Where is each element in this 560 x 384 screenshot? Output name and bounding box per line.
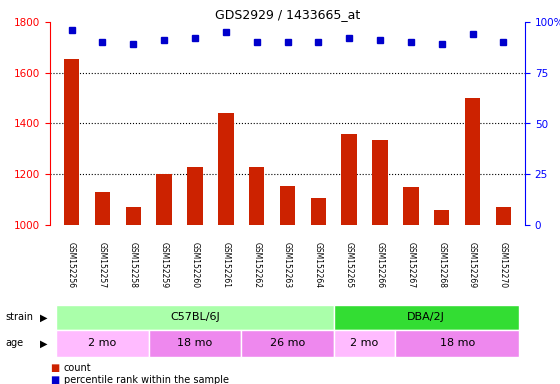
Text: GSM152265: GSM152265	[345, 242, 354, 288]
Bar	[249, 167, 264, 225]
Bar	[465, 98, 480, 225]
Text: GSM152266: GSM152266	[376, 242, 385, 288]
Bar	[403, 187, 418, 225]
Bar	[395, 330, 519, 357]
Text: C57BL/6J: C57BL/6J	[170, 313, 220, 323]
Bar	[187, 167, 203, 225]
Text: GSM152258: GSM152258	[129, 242, 138, 288]
Text: GSM152268: GSM152268	[437, 242, 446, 288]
Text: GSM152257: GSM152257	[98, 242, 107, 288]
Bar	[64, 59, 80, 225]
Text: GSM152270: GSM152270	[499, 242, 508, 288]
Bar	[342, 134, 357, 225]
Text: GSM152262: GSM152262	[252, 242, 261, 288]
Text: DBA/2J: DBA/2J	[407, 313, 445, 323]
Bar	[311, 199, 326, 225]
Text: GSM152261: GSM152261	[221, 242, 230, 288]
Text: GSM152256: GSM152256	[67, 242, 76, 288]
Text: GSM152267: GSM152267	[407, 242, 416, 288]
Text: 18 mo: 18 mo	[440, 339, 475, 349]
Text: GSM152264: GSM152264	[314, 242, 323, 288]
Text: GSM152269: GSM152269	[468, 242, 477, 288]
Bar	[56, 330, 149, 357]
Bar	[156, 174, 172, 225]
Text: ▶: ▶	[40, 313, 48, 323]
Text: GSM152263: GSM152263	[283, 242, 292, 288]
Text: ▶: ▶	[40, 339, 48, 349]
Bar	[241, 330, 334, 357]
Bar	[56, 305, 334, 330]
Text: GSM152259: GSM152259	[160, 242, 169, 288]
Bar	[218, 113, 234, 225]
Text: 2 mo: 2 mo	[351, 339, 379, 349]
Bar	[434, 210, 450, 225]
Bar	[280, 186, 295, 225]
Text: 26 mo: 26 mo	[270, 339, 305, 349]
Bar	[95, 192, 110, 225]
Text: percentile rank within the sample: percentile rank within the sample	[64, 375, 229, 384]
Title: GDS2929 / 1433665_at: GDS2929 / 1433665_at	[215, 8, 360, 21]
Text: 2 mo: 2 mo	[88, 339, 116, 349]
Text: ■: ■	[50, 375, 59, 384]
Bar	[372, 140, 388, 225]
Text: count: count	[64, 363, 92, 373]
Bar	[125, 207, 141, 225]
Bar	[334, 330, 395, 357]
Text: GSM152260: GSM152260	[190, 242, 199, 288]
Text: 18 mo: 18 mo	[178, 339, 213, 349]
Bar	[149, 330, 241, 357]
Text: ■: ■	[50, 363, 59, 373]
Bar	[334, 305, 519, 330]
Text: age: age	[5, 339, 23, 349]
Bar	[496, 207, 511, 225]
Text: strain: strain	[5, 313, 33, 323]
